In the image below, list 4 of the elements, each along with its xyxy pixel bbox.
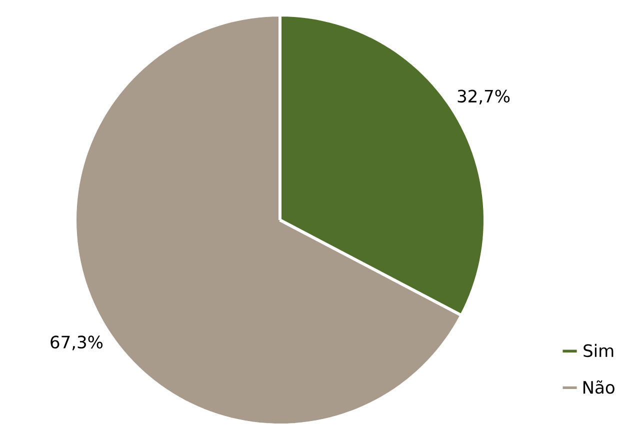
legend-label: Não <box>583 380 614 394</box>
data-label: 67,3% <box>50 336 103 350</box>
legend-label: Sim <box>584 344 614 358</box>
data-label: 32,7% <box>458 90 510 104</box>
